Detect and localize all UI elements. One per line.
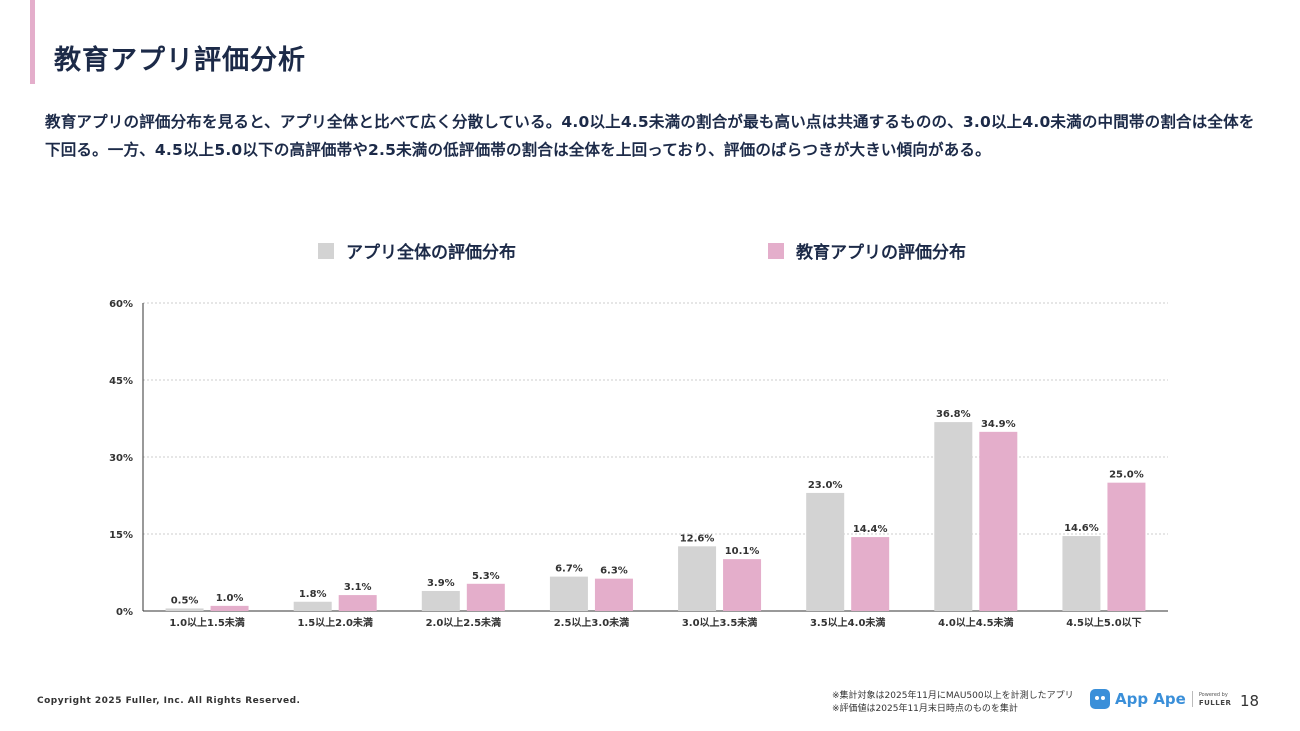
app-ape-logo: App Ape Powered by FULLER	[1090, 689, 1231, 709]
copyright-text: Copyright 2025 Fuller, Inc. All Rights R…	[37, 696, 301, 706]
x-tick-label: 1.0以上1.5未満	[169, 616, 244, 629]
y-tick-label: 30%	[109, 453, 133, 464]
x-tick-label: 1.5以上2.0未満	[297, 616, 372, 629]
bar-education-apps	[466, 583, 505, 611]
data-label: 0.5%	[171, 595, 199, 606]
page-title: 教育アプリ評価分析	[54, 45, 306, 76]
data-label: 23.0%	[808, 480, 843, 491]
data-label: 25.0%	[1109, 470, 1144, 481]
app-ape-logo-icon	[1090, 689, 1110, 709]
fuller-text: FULLER	[1198, 699, 1232, 707]
footnotes: ※集計対象は2025年11月にMAU500以上を計測したアプリ ※評価値は202…	[832, 690, 1074, 716]
bar-education-apps	[210, 605, 249, 611]
x-tick-label: 3.5以上4.0未満	[810, 616, 885, 629]
logo-text: App Ape	[1115, 690, 1186, 708]
legend-swatch-all-apps	[318, 242, 334, 259]
data-label: 3.9%	[427, 578, 455, 589]
data-label: 36.8%	[936, 409, 971, 420]
bar-education-apps	[723, 559, 762, 611]
data-label: 34.9%	[981, 419, 1016, 430]
legend-swatch-education-apps	[768, 242, 784, 259]
bar-education-apps	[338, 595, 377, 611]
bar-all-apps	[934, 422, 973, 611]
data-label: 3.1%	[344, 582, 372, 593]
bar-education-apps	[594, 578, 633, 611]
powered-by-text: Powered by	[1198, 692, 1228, 698]
bar-all-apps	[1062, 536, 1101, 611]
bar-education-apps	[979, 431, 1018, 611]
legend-item-all-apps: アプリ全体の評価分布	[318, 238, 516, 263]
y-tick-label: 45%	[109, 376, 133, 387]
x-tick-label: 2.5以上3.0未満	[554, 616, 629, 629]
y-tick-label: 15%	[109, 530, 133, 541]
bar-all-apps	[678, 546, 717, 611]
x-tick-label: 4.5以上5.0以下	[1066, 616, 1141, 629]
bar-all-apps	[549, 576, 588, 611]
bar-all-apps	[293, 601, 332, 611]
data-label: 6.3%	[600, 566, 628, 577]
logo-divider	[1191, 691, 1193, 707]
data-label: 14.6%	[1064, 523, 1099, 534]
data-label: 1.8%	[299, 589, 327, 600]
footnote-2: ※評価値は2025年11月末日時点のものを集計	[832, 704, 1018, 714]
data-label: 6.7%	[555, 564, 583, 575]
legend-label-education-apps: 教育アプリの評価分布	[796, 243, 966, 263]
footnote-1: ※集計対象は2025年11月にMAU500以上を計測したアプリ	[832, 691, 1074, 701]
bar-all-apps	[421, 590, 460, 611]
data-label: 14.4%	[853, 524, 888, 535]
title-accent-bar	[30, 0, 35, 84]
data-label: 10.1%	[725, 546, 760, 557]
bar-education-apps	[1107, 482, 1146, 611]
page-number: 18	[1240, 692, 1260, 710]
y-tick-label: 60%	[109, 299, 133, 310]
data-label: 1.0%	[216, 593, 244, 604]
description-text: 教育アプリの評価分布を見ると、アプリ全体と比べて広く分散している。4.0以上4.…	[45, 113, 1255, 159]
data-label: 5.3%	[472, 571, 500, 582]
legend-item-education-apps: 教育アプリの評価分布	[768, 238, 966, 263]
legend-label-all-apps: アプリ全体の評価分布	[346, 243, 516, 263]
powered-by-fuller: Powered by FULLER	[1199, 691, 1232, 707]
bar-education-apps	[851, 537, 890, 611]
y-tick-label: 0%	[116, 607, 133, 618]
bar-all-apps	[806, 492, 845, 611]
data-label: 12.6%	[680, 533, 715, 544]
x-tick-label: 3.0以上3.5未満	[682, 616, 757, 629]
x-tick-label: 4.0以上4.5未満	[938, 616, 1013, 629]
bar-all-apps	[165, 608, 204, 611]
x-tick-label: 2.0以上2.5未満	[426, 616, 501, 629]
